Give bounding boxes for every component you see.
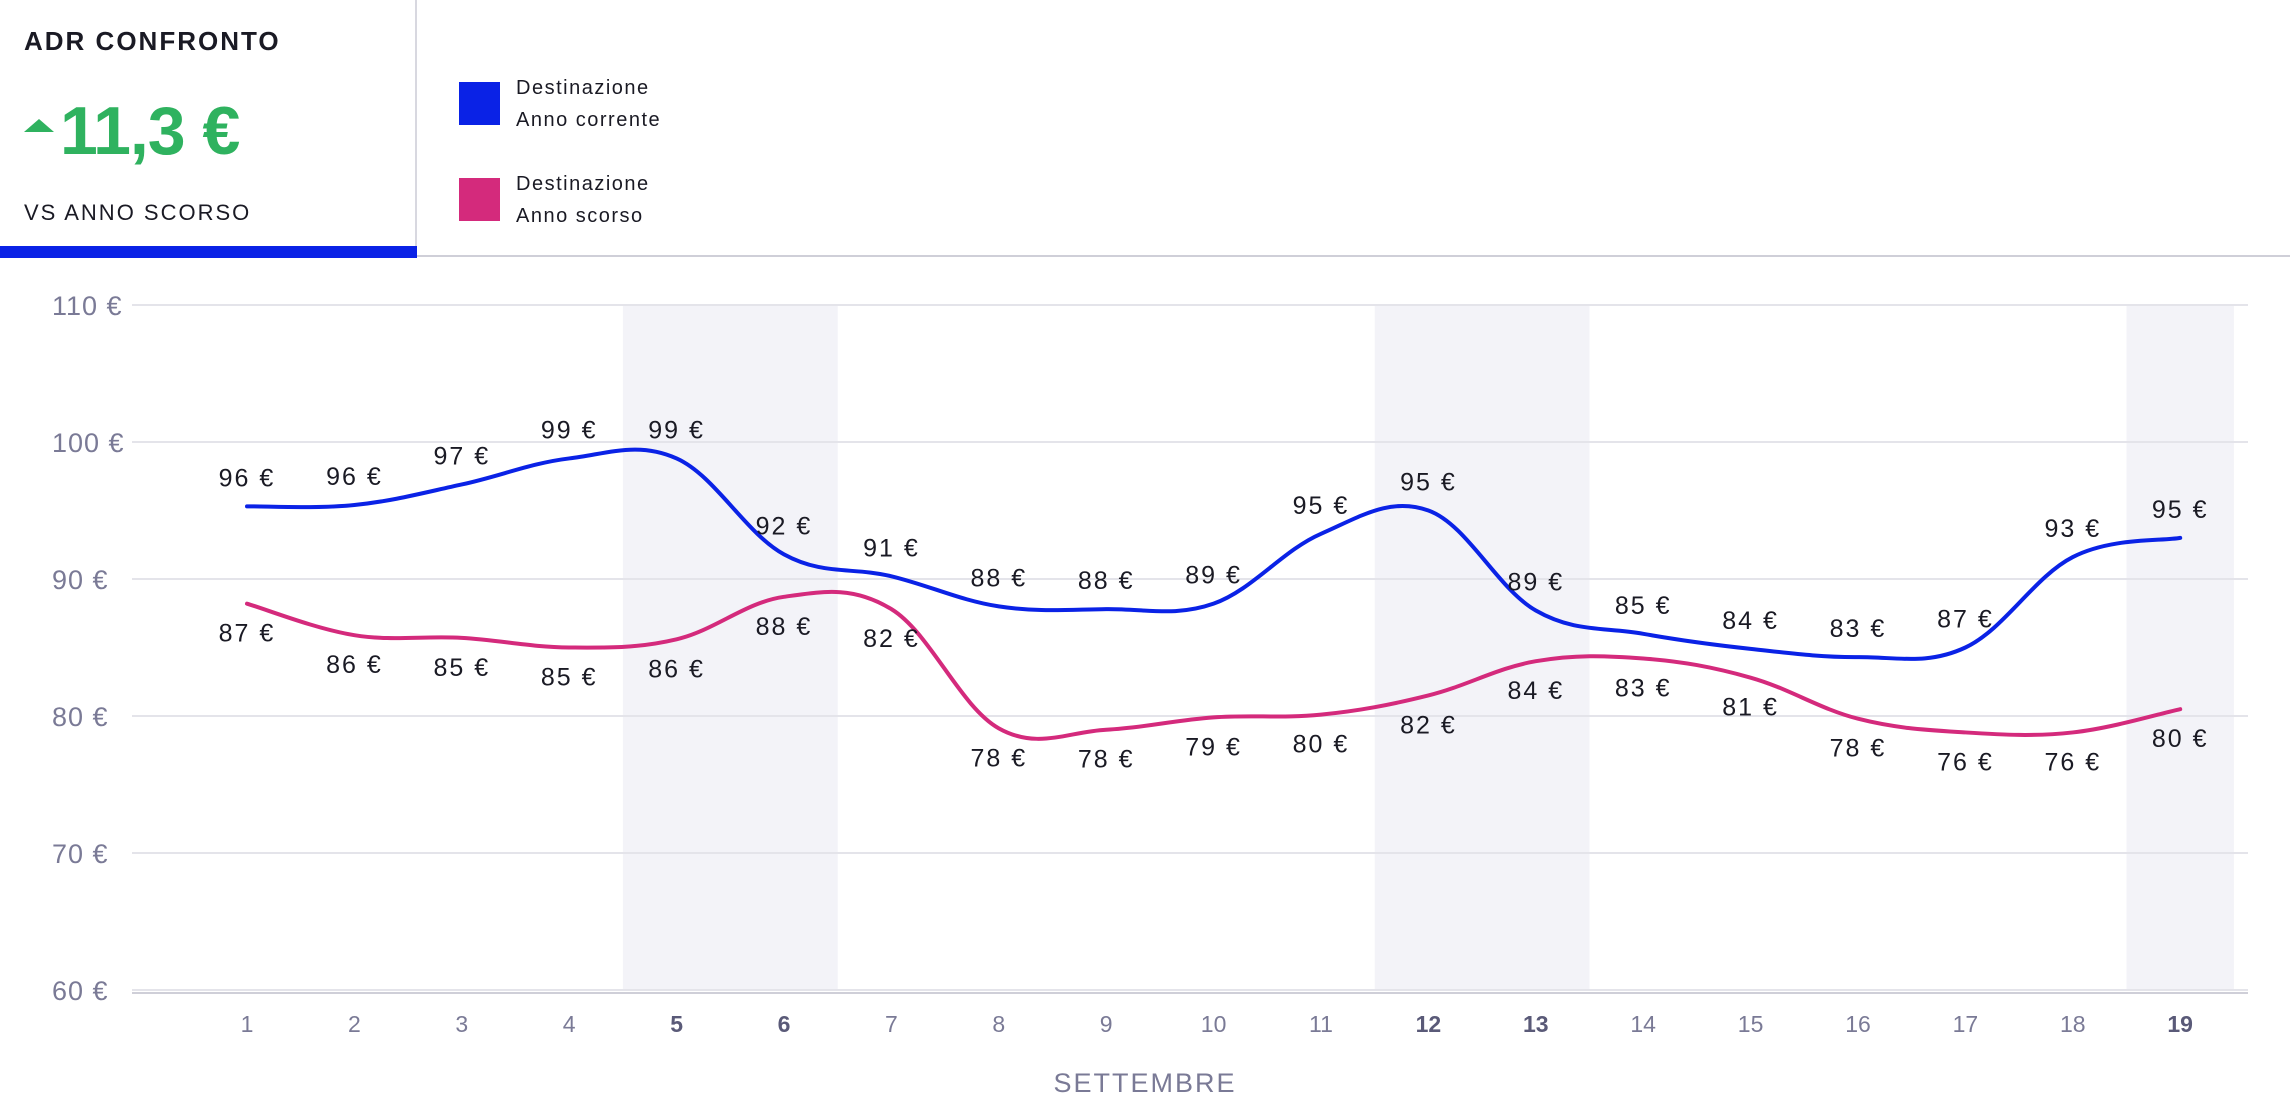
data-label-current: 88 €	[970, 564, 1027, 592]
data-label-previous: 83 €	[1615, 674, 1672, 702]
x-tick-label: 3	[455, 1011, 468, 1037]
data-label-previous: 80 €	[1293, 731, 1350, 759]
x-axis-title: SETTEMBRE	[1053, 1068, 1237, 1098]
data-label-current: 95 €	[1400, 469, 1457, 497]
data-label-previous: 76 €	[2044, 748, 2101, 776]
data-label-current: 96 €	[219, 464, 276, 492]
legend-label-line1: Destinazione	[516, 77, 650, 99]
data-label-current: 99 €	[541, 416, 598, 444]
header-divider	[417, 255, 2290, 257]
data-label-previous: 82 €	[1400, 711, 1457, 739]
data-label-current: 92 €	[756, 512, 813, 540]
kpi-value-row: 11,3 €	[24, 92, 240, 170]
data-label-current: 96 €	[326, 463, 383, 491]
y-tick-label: 90 €	[52, 565, 109, 595]
y-tick-label: 110 €	[52, 291, 123, 321]
data-label-previous: 79 €	[1185, 733, 1242, 761]
data-label-current: 89 €	[1507, 569, 1564, 597]
trend-up-icon	[24, 118, 54, 132]
data-label-current: 91 €	[863, 534, 920, 562]
x-tick-label: 7	[885, 1011, 898, 1037]
data-label-previous: 81 €	[1722, 694, 1779, 722]
data-label-current: 83 €	[1830, 615, 1887, 643]
data-label-current: 95 €	[1293, 492, 1350, 520]
legend-swatch-current	[459, 82, 500, 125]
data-label-previous: 85 €	[433, 654, 490, 682]
data-label-previous: 86 €	[326, 651, 383, 679]
x-tick-label: 5	[670, 1011, 683, 1037]
data-label-current: 97 €	[433, 442, 490, 470]
y-tick-label: 80 €	[52, 702, 109, 732]
data-label-previous: 85 €	[541, 664, 598, 692]
kpi-panel: ADR CONFRONTO 11,3 € VS ANNO SCORSO	[0, 0, 417, 250]
kpi-value: 11,3 €	[60, 93, 240, 169]
x-tick-label: 16	[1845, 1011, 1871, 1037]
adr-line-chart: 60 €70 €80 €90 €100 €110 €1 2 3 4 5 6 7 8 9 10 11 1…	[52, 291, 2248, 1037]
x-tick-label: 13	[1523, 1011, 1549, 1037]
data-label-previous: 84 €	[1507, 677, 1564, 705]
data-label-current: 85 €	[1615, 592, 1672, 620]
x-tick-label: 15	[1738, 1011, 1764, 1037]
data-label-previous: 78 €	[970, 744, 1027, 772]
x-tick-label: 11	[1309, 1011, 1333, 1037]
y-tick-label: 70 €	[52, 839, 109, 869]
x-tick-label: 17	[1953, 1011, 1979, 1037]
legend-item-previous[interactable]: Destinazione Anno scorso	[459, 168, 661, 232]
legend: Destinazione Anno corrente Destinazione …	[459, 72, 661, 264]
data-label-current: 93 €	[2044, 515, 2101, 543]
x-tick-label: 1	[241, 1011, 254, 1037]
kpi-accent-bar	[0, 246, 417, 258]
data-label-previous: 86 €	[648, 655, 705, 683]
data-label-previous: 78 €	[1830, 735, 1887, 763]
x-tick-label: 6	[778, 1011, 791, 1037]
series-line-current	[245, 447, 2183, 661]
y-tick-label: 100 €	[52, 428, 125, 458]
data-label-current: 99 €	[648, 416, 705, 444]
data-label-current: 89 €	[1185, 562, 1242, 590]
weekend-band	[622, 305, 838, 990]
data-label-current: 87 €	[1937, 606, 1994, 634]
legend-swatch-previous	[459, 178, 500, 221]
data-label-previous: 80 €	[2152, 725, 2209, 753]
x-tick-label: 4	[563, 1011, 576, 1037]
kpi-subtitle: VS ANNO SCORSO	[24, 200, 252, 225]
x-tick-label: 14	[1630, 1011, 1656, 1037]
x-tick-label: 12	[1416, 1011, 1442, 1037]
x-tick-label: 8	[992, 1011, 1005, 1037]
data-label-previous: 78 €	[1078, 746, 1135, 774]
legend-label-line2: Anno scorso	[516, 205, 644, 227]
weekend-band	[1374, 305, 1590, 990]
data-label-previous: 87 €	[219, 620, 276, 648]
data-label-current: 84 €	[1722, 607, 1779, 635]
data-label-previous: 82 €	[863, 625, 920, 653]
data-label-current: 88 €	[1078, 567, 1135, 595]
series-line-previous	[245, 589, 2183, 741]
data-label-previous: 76 €	[1937, 748, 1994, 776]
weekend-band	[2126, 305, 2234, 990]
y-tick-label: 60 €	[52, 976, 109, 1006]
x-tick-label: 10	[1201, 1011, 1227, 1037]
legend-label-line2: Anno corrente	[516, 109, 662, 131]
kpi-title: ADR CONFRONTO	[24, 26, 281, 56]
data-label-current: 95 €	[2152, 496, 2209, 524]
legend-item-current[interactable]: Destinazione Anno corrente	[459, 72, 661, 136]
x-tick-label: 19	[2167, 1011, 2193, 1037]
x-tick-label: 9	[1100, 1011, 1113, 1037]
x-tick-label: 18	[2060, 1011, 2086, 1037]
legend-label-line1: Destinazione	[516, 173, 650, 195]
data-label-previous: 88 €	[756, 613, 813, 641]
x-tick-label: 2	[348, 1011, 361, 1037]
